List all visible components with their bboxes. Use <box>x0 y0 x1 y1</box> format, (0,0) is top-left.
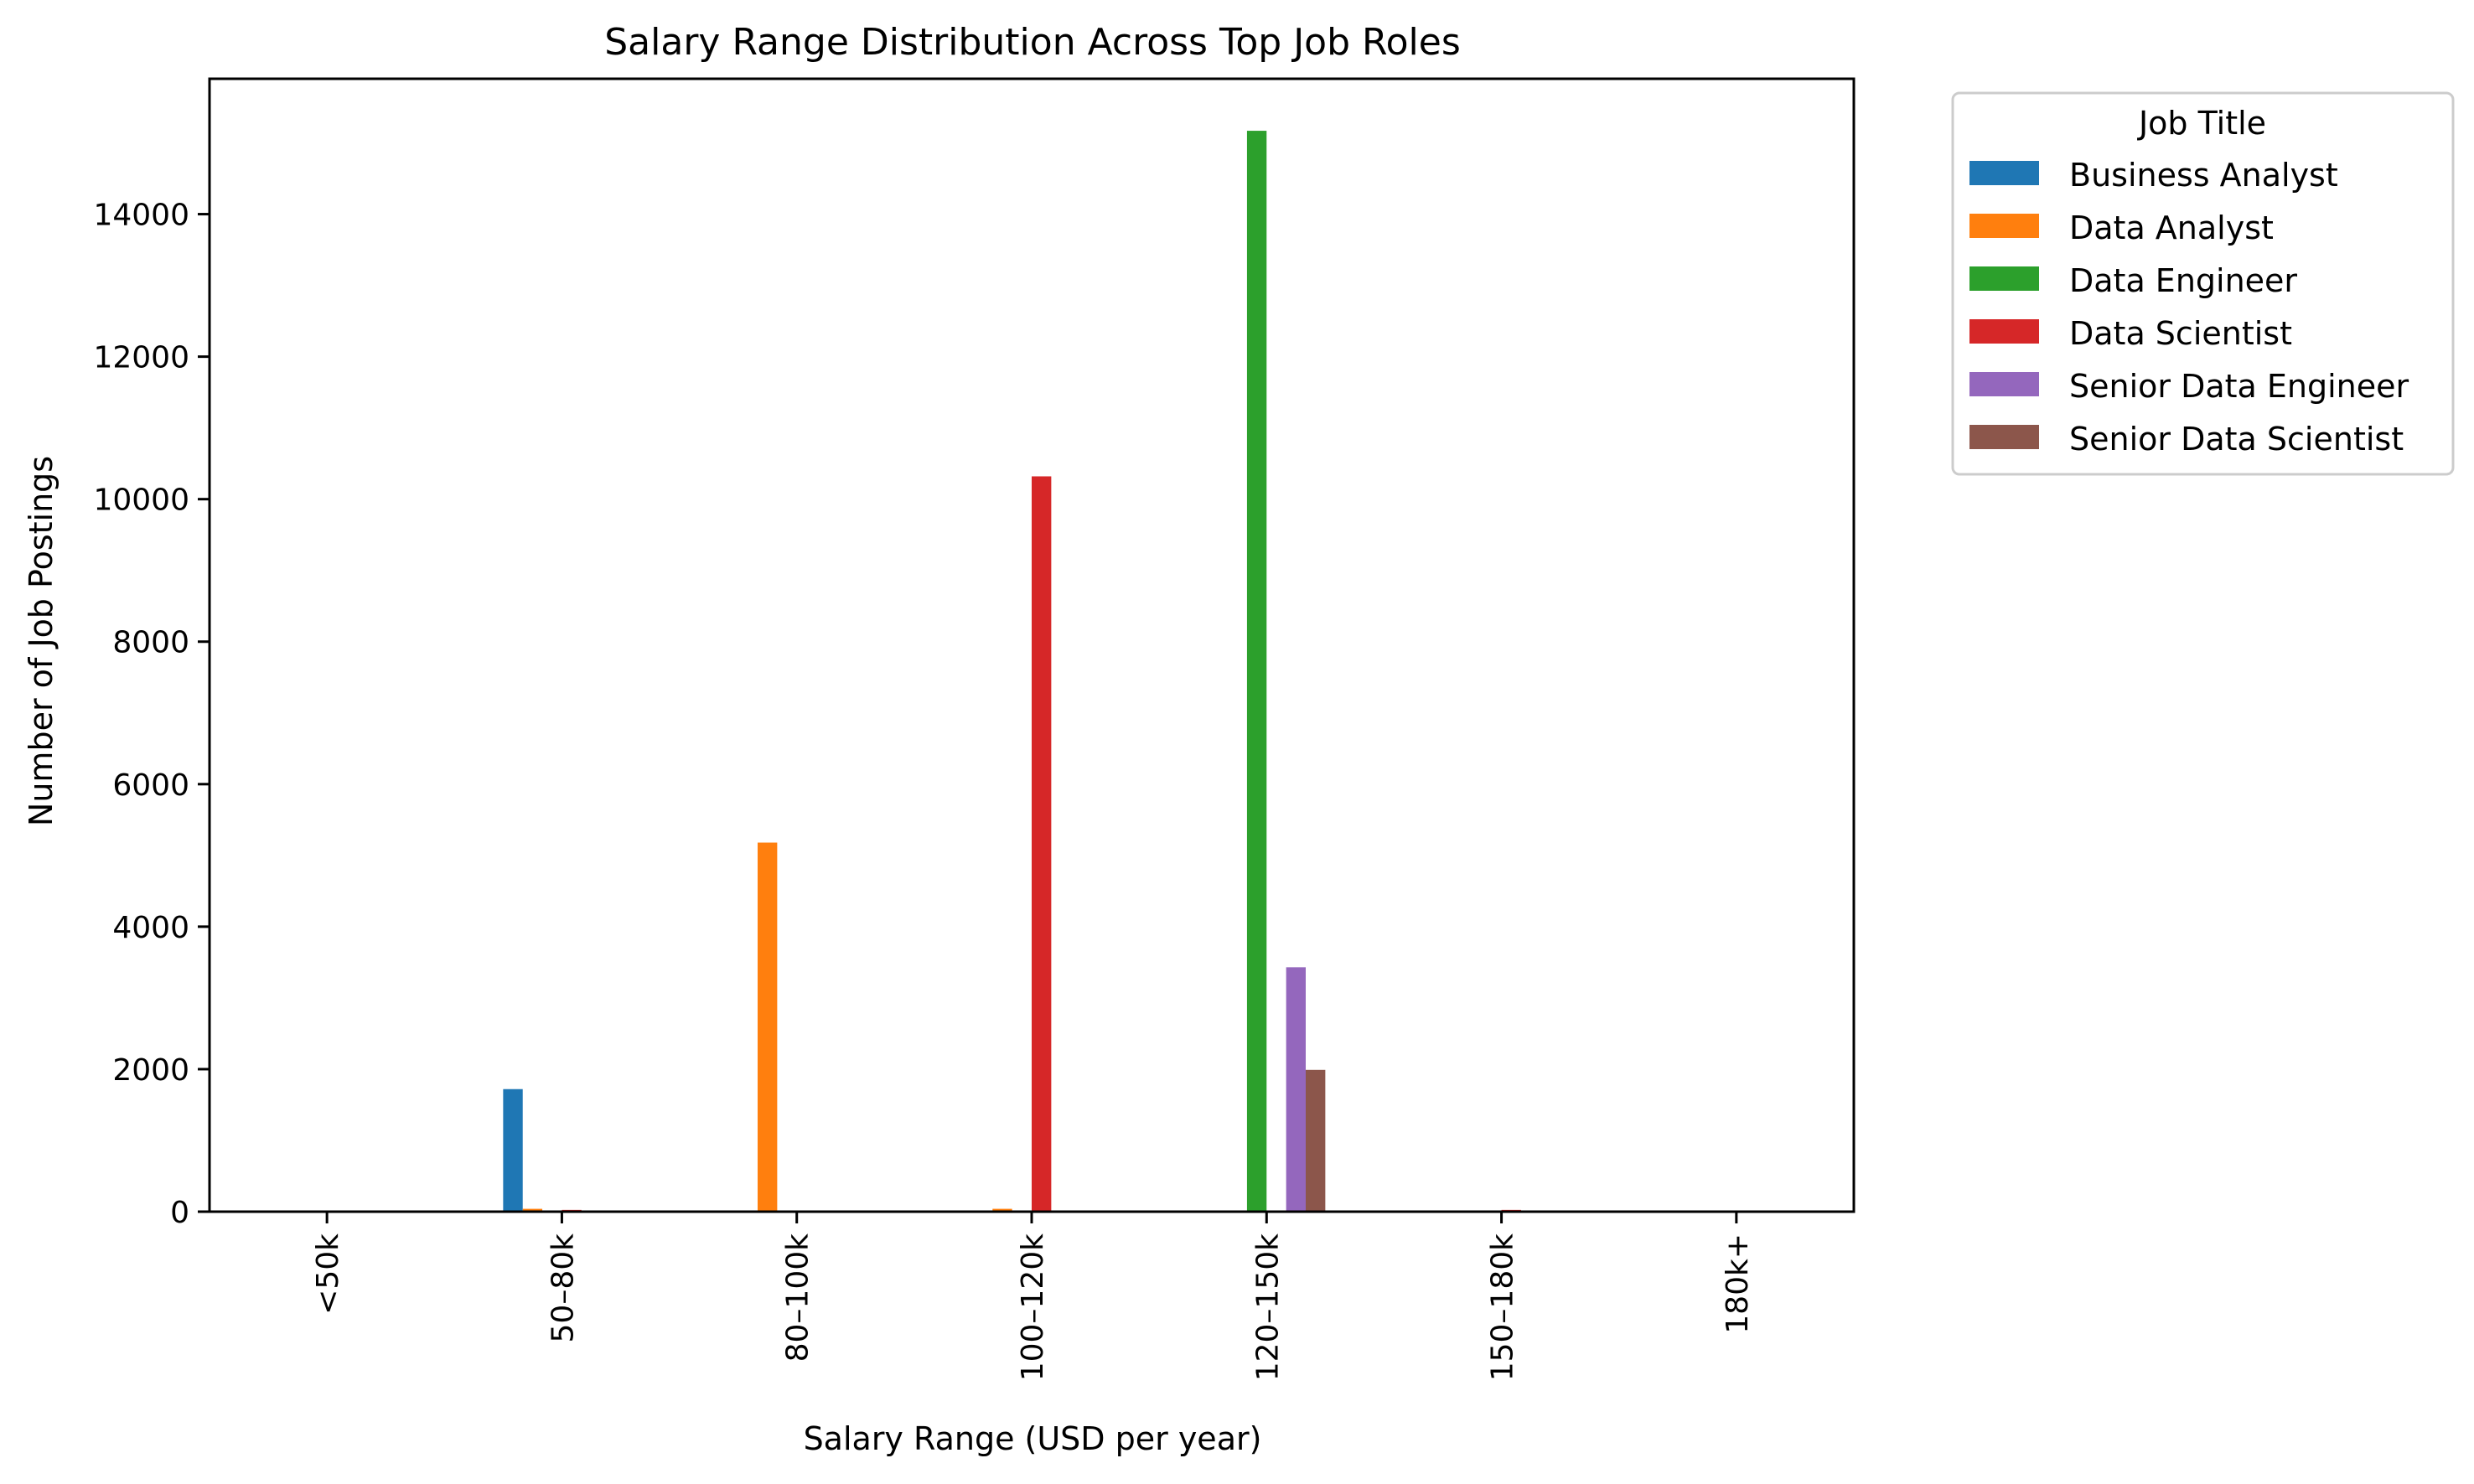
x-tick-label: 50–80k <box>546 1233 580 1343</box>
x-tick-label: 100–120k <box>1016 1233 1050 1381</box>
bar <box>1286 967 1306 1212</box>
x-tick-label: 180k+ <box>1721 1233 1755 1334</box>
legend-swatch <box>1969 266 2039 291</box>
legend-entry-label: Data Engineer <box>2069 262 2297 299</box>
x-axis-label: Salary Range (USD per year) <box>804 1420 1262 1457</box>
y-tick-label: 10000 <box>93 483 189 518</box>
chart-title: Salary Range Distribution Across Top Job… <box>604 21 1461 64</box>
bars-group <box>503 131 1521 1212</box>
legend: Job Title Business Analyst Data Analyst Da… <box>1951 91 2455 476</box>
bar <box>503 1088 523 1212</box>
y-tick-label: 4000 <box>112 911 189 945</box>
bar <box>1306 1069 1326 1212</box>
plot-area-frame <box>208 77 1856 1213</box>
legend-swatch <box>1969 372 2039 396</box>
bar <box>758 842 778 1212</box>
legend-swatch <box>1969 214 2039 238</box>
y-tick-label: 6000 <box>112 768 189 803</box>
x-tick-label: 150–180k <box>1486 1233 1520 1381</box>
x-tick-label: 120–150k <box>1250 1233 1285 1381</box>
y-tick-label: 12000 <box>93 341 189 375</box>
y-axis-label: Number of Job Postings <box>23 456 60 826</box>
legend-title: Job Title <box>2137 105 2266 142</box>
bar <box>522 1208 543 1212</box>
legend-entry-label: Senior Data Engineer <box>2069 368 2409 405</box>
bar <box>992 1208 1012 1212</box>
y-tick-label: 14000 <box>93 199 189 233</box>
legend-swatch <box>1969 319 2039 344</box>
x-tick-label: 80–100k <box>781 1233 815 1362</box>
legend-entry-label: Data Analyst <box>2069 209 2274 246</box>
legend-swatch <box>1969 425 2039 449</box>
legend-entry-label: Business Analyst <box>2069 157 2338 194</box>
bar <box>1246 131 1267 1212</box>
x-tick-label: <50k <box>311 1233 345 1315</box>
y-tick-label: 8000 <box>112 626 189 660</box>
y-axis-ticks: 0 2000 4000 6000 8000 10000 12000 14000 <box>93 199 210 1230</box>
x-axis-ticks: <50k 50–80k 80–100k 100–120k 120–150k 150–180… <box>311 1212 1755 1381</box>
y-tick-label: 0 <box>170 1196 189 1230</box>
y-tick-label: 2000 <box>112 1053 189 1088</box>
legend-swatch <box>1969 161 2039 185</box>
legend-box <box>1951 91 2455 476</box>
bar <box>1032 476 1052 1212</box>
legend-entry-label: Senior Data Scientist <box>2069 421 2404 458</box>
legend-items: Business Analyst Data Analyst Data Enginee… <box>1969 157 2409 458</box>
legend-entry-label: Data Scientist <box>2069 315 2292 352</box>
